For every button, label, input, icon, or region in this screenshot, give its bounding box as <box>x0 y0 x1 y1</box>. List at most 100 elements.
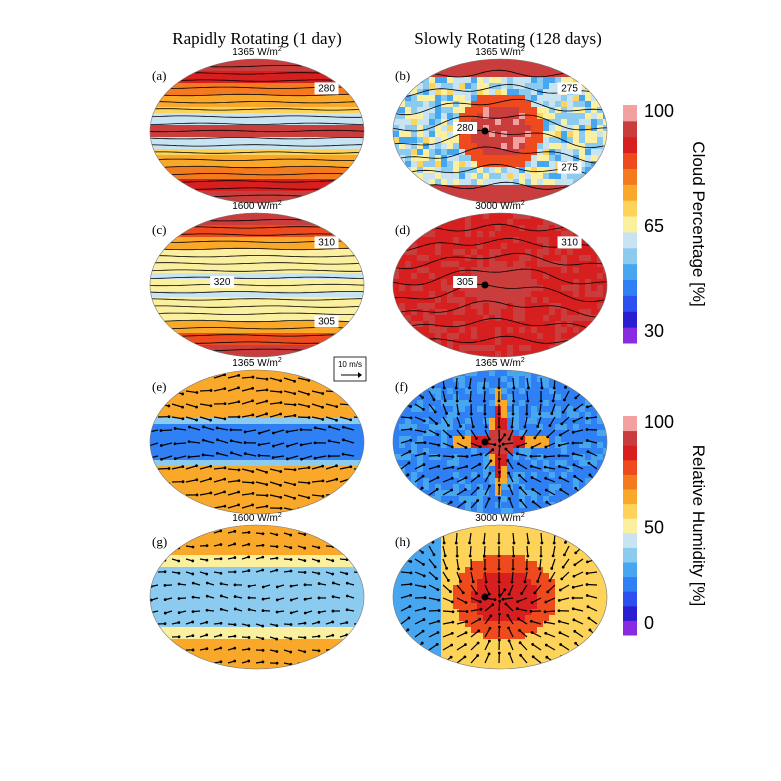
wind-vector-head <box>173 457 177 461</box>
wind-vector <box>526 377 530 388</box>
wind-vector <box>231 452 243 457</box>
wind-vector <box>470 608 481 612</box>
wind-vector <box>521 429 528 439</box>
wind-vector-head <box>409 560 413 563</box>
wind-vector <box>508 498 514 509</box>
wind-vector <box>283 377 295 382</box>
wind-vector-head <box>433 565 437 569</box>
temperature-contour <box>150 115 364 118</box>
wind-vector <box>297 481 310 484</box>
wind-vector <box>171 416 183 420</box>
wind-vector-head <box>359 622 363 626</box>
wind-vector <box>547 429 556 438</box>
wind-vector <box>532 501 542 509</box>
wind-vector-head <box>359 646 363 650</box>
wind-vector-head <box>275 585 279 589</box>
wind-vector-head <box>544 643 548 647</box>
wind-vector <box>199 416 211 421</box>
wind-vector-head <box>229 439 233 443</box>
wind-vector-head <box>443 399 447 403</box>
wind-vector <box>456 632 467 638</box>
wind-vector <box>470 618 481 625</box>
wind-vector <box>468 377 472 388</box>
wind-vector-head <box>177 635 181 639</box>
wind-vector <box>353 478 364 483</box>
wind-vector-head <box>497 541 501 545</box>
wind-vector-head <box>421 474 425 478</box>
wind-vector <box>442 455 454 458</box>
wind-vector-head <box>497 554 501 558</box>
wind-vector-head <box>488 626 492 630</box>
colorbar-swatch <box>623 327 637 344</box>
wind-vector-head <box>479 607 483 611</box>
temperature-contour <box>150 173 364 176</box>
temperature-contour <box>150 144 364 147</box>
wind-vector-head <box>498 612 501 616</box>
wind-vector <box>532 488 542 496</box>
wind-vector <box>531 465 542 470</box>
wind-vector <box>534 429 542 439</box>
wind-vector-head <box>209 464 213 468</box>
wind-vector <box>414 475 424 483</box>
wind-vector <box>588 377 598 384</box>
wind-vector-head <box>482 554 486 558</box>
wind-vector <box>241 376 254 379</box>
colorbar-tick-label: 30 <box>644 321 664 341</box>
wind-vector <box>297 416 310 419</box>
wind-vector <box>456 489 466 496</box>
wind-vector <box>526 390 529 402</box>
wind-vector <box>227 504 239 509</box>
wind-vector <box>315 455 327 459</box>
wind-vector <box>456 558 460 569</box>
wind-vector-head <box>548 579 552 583</box>
wind-vector-head <box>519 653 523 657</box>
wind-vector <box>311 377 324 380</box>
wind-vector-head <box>321 494 325 498</box>
wind-vector <box>520 499 528 509</box>
wind-vector-head <box>163 650 167 654</box>
wind-vector-head <box>205 558 209 562</box>
contour-label: 305 <box>457 277 474 288</box>
colorbar-tick-label: 50 <box>644 518 664 538</box>
wind-vector-head <box>243 430 247 434</box>
map-outline <box>149 524 365 670</box>
wind-vector <box>519 487 528 496</box>
wind-vector <box>283 414 295 418</box>
wind-vector-head <box>504 602 508 606</box>
wind-vector-head <box>345 621 349 624</box>
wind-vector <box>329 426 341 431</box>
wind-vector <box>552 545 556 556</box>
wind-vector-head <box>551 554 555 558</box>
map-outline <box>149 212 365 358</box>
temperature-contour <box>150 158 364 161</box>
wind-vector-head <box>261 585 265 589</box>
wind-vector <box>540 532 543 544</box>
wind-vector-head <box>586 405 589 409</box>
wind-vector <box>484 615 492 625</box>
wind-vector-head <box>363 478 364 481</box>
wind-vector-head <box>497 470 501 474</box>
colorbar-swatch <box>623 489 637 505</box>
wind-vector-head <box>159 429 163 432</box>
wind-vector <box>343 439 355 444</box>
wind-vector-head <box>450 600 454 604</box>
wind-vector <box>339 544 348 547</box>
temperature-contour <box>150 180 364 183</box>
wind-vector <box>586 428 598 431</box>
wind-vector-head <box>589 485 593 489</box>
wind-vector-head <box>177 582 181 586</box>
wind-vector-head <box>261 648 265 652</box>
wind-vector-head <box>317 649 321 653</box>
wind-vector-head <box>159 444 163 447</box>
wind-vector <box>428 558 436 568</box>
wind-vector <box>150 442 159 447</box>
wind-vector-head <box>335 508 339 511</box>
wind-vector <box>456 442 467 449</box>
wind-vector <box>203 439 215 444</box>
wind-vector-head <box>150 598 153 602</box>
wind-vector <box>588 617 598 625</box>
wind-vector-head <box>571 596 575 600</box>
panel-title: 1365 W/m2 <box>475 46 525 58</box>
wind-vector-head <box>205 529 209 533</box>
wind-vector <box>587 390 598 396</box>
